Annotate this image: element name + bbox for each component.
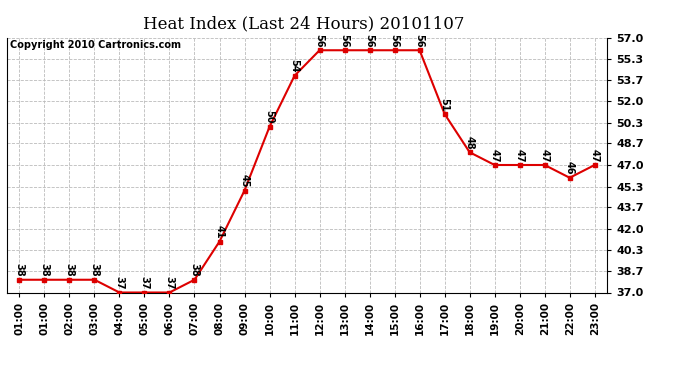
Text: 38: 38 bbox=[39, 263, 50, 277]
Text: 54: 54 bbox=[290, 60, 299, 73]
Text: 56: 56 bbox=[390, 34, 400, 48]
Text: 56: 56 bbox=[339, 34, 350, 48]
Text: 50: 50 bbox=[264, 111, 275, 124]
Text: 56: 56 bbox=[364, 34, 375, 48]
Text: 47: 47 bbox=[490, 149, 500, 162]
Text: 47: 47 bbox=[590, 149, 600, 162]
Text: 47: 47 bbox=[540, 149, 550, 162]
Text: 38: 38 bbox=[64, 263, 75, 277]
Text: 56: 56 bbox=[315, 34, 324, 48]
Text: 37: 37 bbox=[115, 276, 124, 290]
Text: 48: 48 bbox=[464, 136, 475, 150]
Text: 38: 38 bbox=[90, 263, 99, 277]
Text: 38: 38 bbox=[190, 263, 199, 277]
Text: 37: 37 bbox=[139, 276, 150, 290]
Text: 37: 37 bbox=[164, 276, 175, 290]
Text: 41: 41 bbox=[215, 225, 224, 239]
Text: 47: 47 bbox=[515, 149, 524, 162]
Text: 51: 51 bbox=[440, 98, 450, 111]
Text: Heat Index (Last 24 Hours) 20101107: Heat Index (Last 24 Hours) 20101107 bbox=[143, 15, 464, 32]
Text: 56: 56 bbox=[415, 34, 424, 48]
Text: 38: 38 bbox=[14, 263, 24, 277]
Text: 45: 45 bbox=[239, 174, 250, 188]
Text: 46: 46 bbox=[564, 162, 575, 175]
Text: Copyright 2010 Cartronics.com: Copyright 2010 Cartronics.com bbox=[10, 40, 181, 50]
